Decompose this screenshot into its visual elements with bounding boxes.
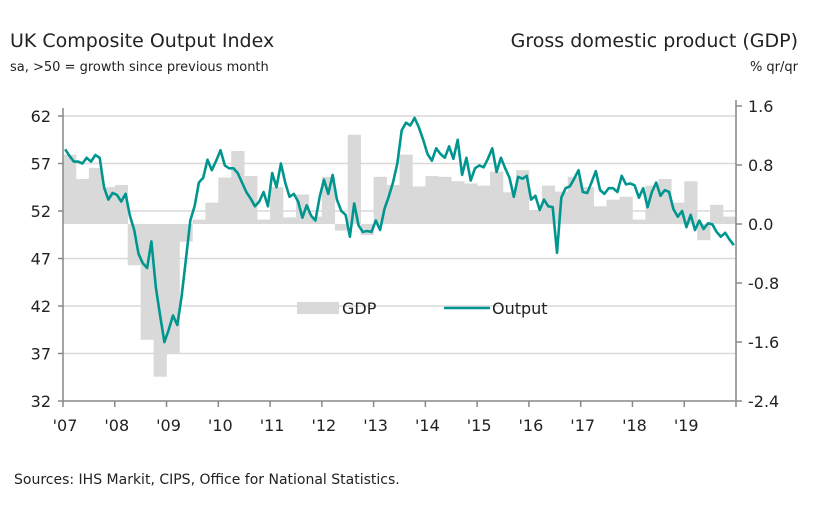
right-tick-label: -1.6: [748, 333, 779, 352]
left-tick-label: 42: [31, 297, 51, 316]
legend-output-label: Output: [492, 299, 548, 318]
x-tick-label: '16: [519, 416, 544, 435]
x-tick-label: '14: [415, 416, 440, 435]
legend-gdp-swatch: [297, 302, 339, 314]
left-tick-label: 52: [31, 202, 51, 221]
left-tick-label: 47: [31, 250, 51, 269]
gdp-bar: [684, 181, 698, 224]
gdp-bar: [438, 176, 452, 224]
gdp-bar: [658, 179, 672, 224]
gdp-bar: [671, 202, 685, 224]
right-axis-unit: % qr/qr: [749, 60, 798, 75]
right-tick-label: -0.8: [748, 274, 779, 293]
gdp-bar: [283, 217, 297, 224]
right-axis-title: Gross domestic product (GDP): [510, 30, 798, 52]
output-line: [64, 116, 735, 344]
gdp-bar: [515, 170, 530, 224]
gdp-bar: [464, 183, 478, 224]
gdp-bar: [697, 224, 711, 241]
x-tick-label: '12: [311, 416, 336, 435]
right-tick-label: 0.0: [748, 215, 773, 234]
gdp-bar: [321, 176, 336, 224]
right-tick-label: -2.4: [748, 392, 779, 411]
gdp-bar: [373, 176, 387, 224]
gdp-bar: [114, 184, 129, 224]
gdp-bar: [632, 219, 646, 224]
left-tick-label: 32: [31, 392, 51, 411]
gdp-bar: [63, 154, 77, 224]
gdp-bar: [399, 154, 413, 224]
gdp-bar: [451, 181, 465, 224]
gdp-bar: [723, 216, 737, 224]
left-tick-label: 62: [31, 107, 51, 126]
gdp-bar: [88, 167, 103, 224]
gdp-bar: [270, 187, 284, 224]
gdp-bar: [334, 224, 349, 231]
x-tick-label: '08: [104, 416, 129, 435]
gdp-bar: [477, 185, 491, 224]
gdp-bar: [490, 171, 504, 224]
x-tick-label: '07: [53, 416, 78, 435]
gdp-bar: [153, 224, 167, 377]
x-tick-label: '13: [363, 416, 388, 435]
gdp-bar: [257, 219, 271, 224]
right-tick-label: 0.8: [748, 156, 773, 175]
gdp-bar: [593, 206, 607, 224]
gdp-bar: [606, 199, 620, 224]
right-tick-label: 1.6: [748, 97, 773, 116]
gdp-bar: [166, 224, 180, 354]
x-tick-label: '15: [467, 416, 492, 435]
gdp-bar: [386, 184, 400, 224]
left-tick-label: 57: [31, 155, 51, 174]
left-tick-label: 37: [31, 345, 51, 364]
x-tick-label: '09: [156, 416, 181, 435]
gdp-bar: [192, 219, 206, 224]
gdp-bar: [710, 204, 724, 224]
x-tick-label: '18: [622, 416, 647, 435]
gdp-bar: [580, 187, 594, 224]
x-tick-label: '19: [674, 416, 699, 435]
gdp-bar: [645, 185, 659, 224]
gdp-bar: [425, 176, 439, 224]
x-tick-label: '17: [570, 416, 595, 435]
gdp-bar: [412, 186, 426, 224]
gdp-bar: [619, 196, 633, 224]
gdp-bar: [205, 202, 219, 224]
gdp-bar: [127, 224, 141, 266]
x-tick-label: '11: [260, 416, 285, 435]
gdp-bar: [528, 209, 543, 224]
gdp-bar: [347, 134, 361, 224]
gdp-bar: [567, 176, 581, 224]
chart-subtitle: sa, >50 = growth since previous month: [10, 60, 269, 75]
x-tick-label: '10: [208, 416, 233, 435]
gdp-bar: [75, 179, 90, 224]
gdp-bar: [218, 177, 232, 224]
gdp-bar: [360, 224, 374, 236]
chart-title: UK Composite Output Index: [10, 30, 275, 52]
legend-gdp-label: GDP: [342, 299, 377, 318]
gdp-bar: [231, 150, 245, 224]
gdp-bar: [503, 192, 517, 224]
source-note: Sources: IHS Markit, CIPS, Office for Na…: [14, 472, 400, 488]
